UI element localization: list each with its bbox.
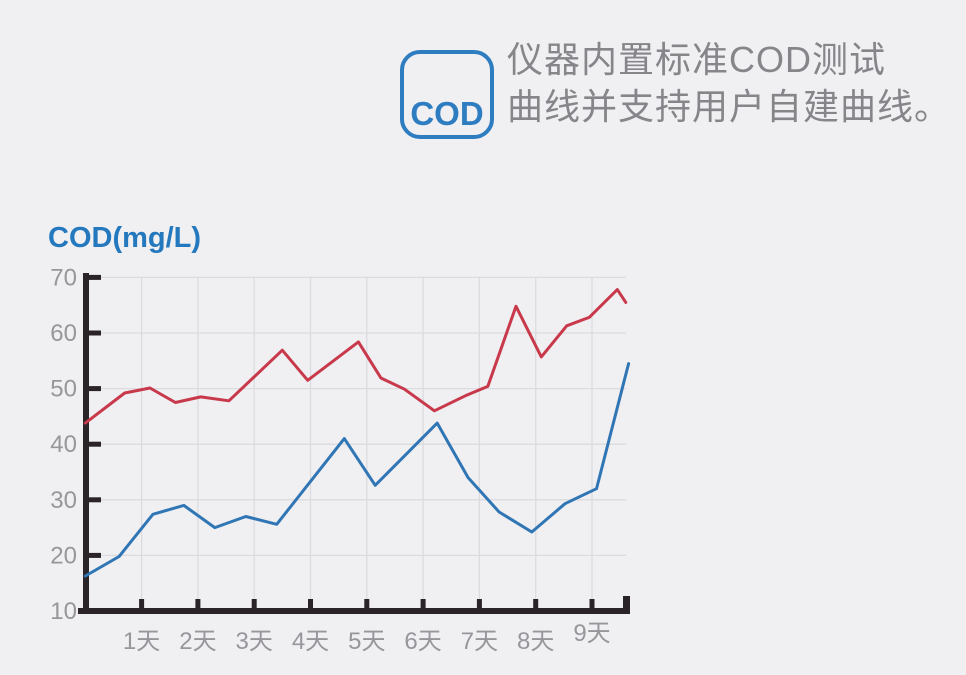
- y-tick-label: 20: [50, 542, 77, 569]
- x-axis-tick: [251, 599, 257, 608]
- cod-line-chart: 10 20 30 40 50 60 70 1天 2天 3天 4天 5天 6天 7天 8天 9天: [50, 264, 631, 655]
- x-tick-label: 6天: [404, 628, 441, 655]
- y-tick-label: 70: [50, 264, 77, 291]
- x-axis-tick: [308, 599, 313, 608]
- standard-cod-curve-red: [83, 288, 628, 425]
- x-axis-tick: [195, 599, 201, 608]
- y-axis-tick: [89, 386, 101, 392]
- x-axis-tick: [476, 599, 482, 608]
- user-cod-curve-blue: [83, 362, 631, 578]
- cod-badge-label: COD: [410, 95, 484, 132]
- x-tick-label: 7天: [461, 628, 498, 655]
- x-axis-tick: [364, 599, 370, 608]
- x-tick-label: 5天: [348, 628, 385, 655]
- y-axis-tick: [89, 274, 101, 280]
- y-tick-label: 30: [50, 487, 77, 514]
- x-tick-label: 2天: [179, 628, 216, 655]
- cod-badge: COD: [400, 50, 494, 139]
- x-tick-label: 3天: [236, 628, 273, 655]
- x-tick-label: 9天: [573, 620, 610, 647]
- y-tick-label: 50: [50, 376, 77, 403]
- y-tick-label: 10: [50, 598, 77, 625]
- x-tick-label: 1天: [123, 628, 160, 655]
- y-axis-tick: [89, 330, 101, 336]
- chart-title: COD(mg/L): [48, 222, 202, 254]
- header-text-line1: 仪器内置标准COD测试: [507, 39, 886, 80]
- y-axis-tick: [89, 441, 101, 447]
- chart-series: [83, 288, 631, 578]
- header-text: 仪器内置标准COD测试 曲线并支持用户自建曲线。: [507, 36, 951, 130]
- x-axis-tick: [420, 599, 426, 608]
- header-text-line2: 曲线并支持用户自建曲线。: [507, 86, 952, 127]
- x-tick-label: 8天: [517, 628, 554, 655]
- y-axis-tick: [89, 497, 101, 503]
- chart-axes: [78, 273, 630, 614]
- x-axis-end-tick: [623, 596, 630, 608]
- x-axis-tick: [533, 599, 539, 608]
- y-tick-label: 60: [50, 320, 77, 347]
- y-tick-label: 40: [50, 431, 77, 458]
- y-axis-line: [83, 273, 89, 614]
- chart-tick-labels: 10 20 30 40 50 60 70 1天 2天 3天 4天 5天 6天 7天 8天 9天: [50, 264, 610, 655]
- x-axis-line: [78, 608, 630, 614]
- x-axis-tick: [139, 599, 145, 608]
- chart-grid: [90, 276, 626, 608]
- x-tick-label: 4天: [292, 628, 329, 655]
- x-axis-tick: [589, 599, 595, 608]
- y-axis-tick: [89, 552, 101, 558]
